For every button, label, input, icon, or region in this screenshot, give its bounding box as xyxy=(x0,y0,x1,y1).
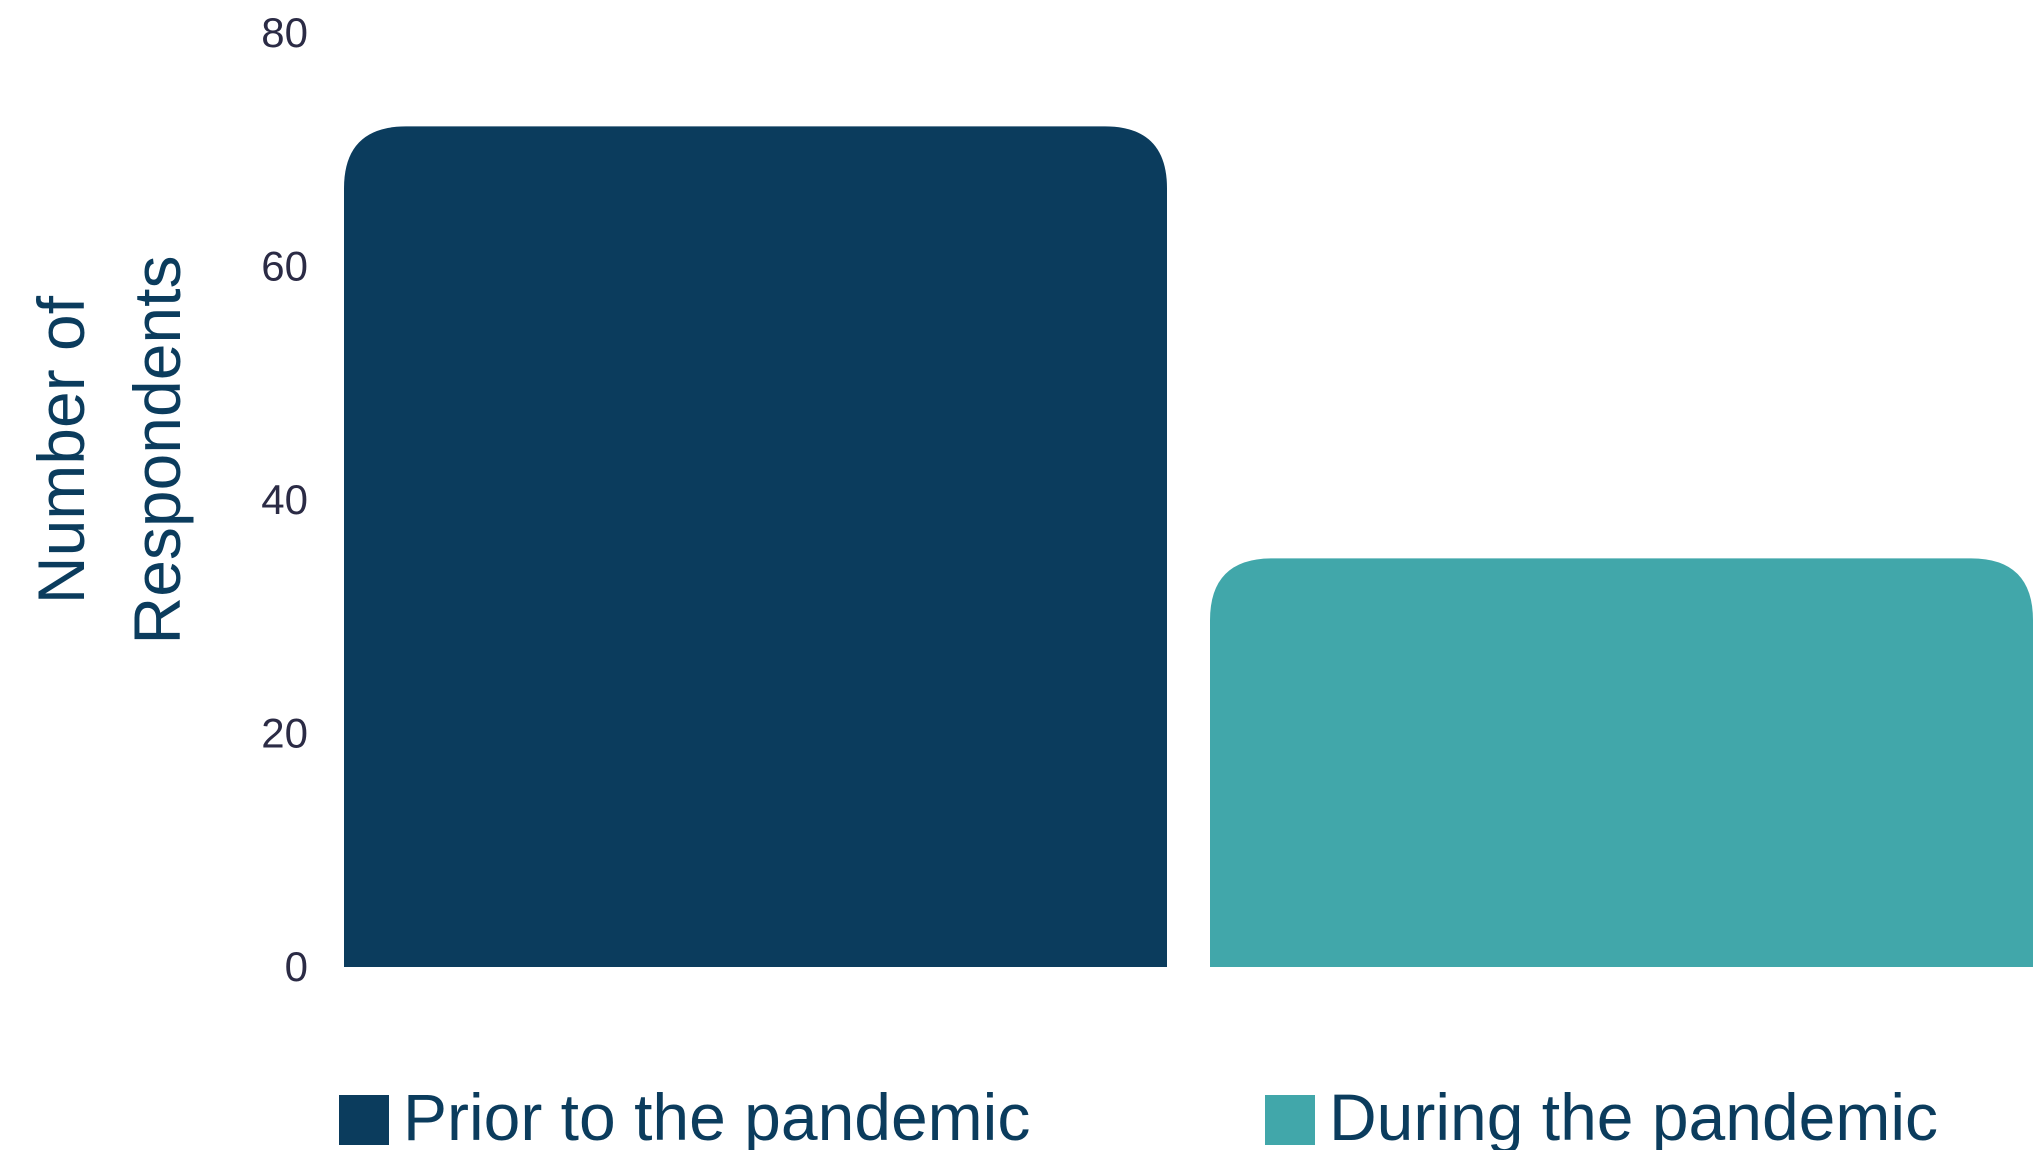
y-tick-label: 0 xyxy=(285,943,308,990)
legend-swatch xyxy=(339,1095,389,1145)
legend-swatch xyxy=(1265,1095,1315,1145)
bar-prior-to-pandemic xyxy=(344,126,1167,967)
bars xyxy=(344,126,2033,967)
y-tick-label: 20 xyxy=(261,710,308,757)
y-tick-label: 60 xyxy=(261,243,308,290)
y-axis-title-line-2: Respondents xyxy=(120,256,194,645)
y-axis-ticks: 0 20 40 60 80 xyxy=(261,9,308,990)
legend-label: Prior to the pandemic xyxy=(403,1080,1030,1150)
y-tick-label: 40 xyxy=(261,476,308,523)
legend: Prior to the pandemic During the pandemic xyxy=(339,1080,1938,1154)
legend-label: During the pandemic xyxy=(1329,1080,1938,1150)
legend-item: Prior to the pandemic xyxy=(339,1080,1030,1154)
y-axis-title: Number of Respondents xyxy=(24,256,194,645)
y-axis-title-line-1: Number of xyxy=(24,295,98,604)
y-tick-label: 80 xyxy=(261,9,308,56)
legend-item: During the pandemic xyxy=(1265,1080,1938,1154)
bar-during-pandemic xyxy=(1210,558,2033,967)
